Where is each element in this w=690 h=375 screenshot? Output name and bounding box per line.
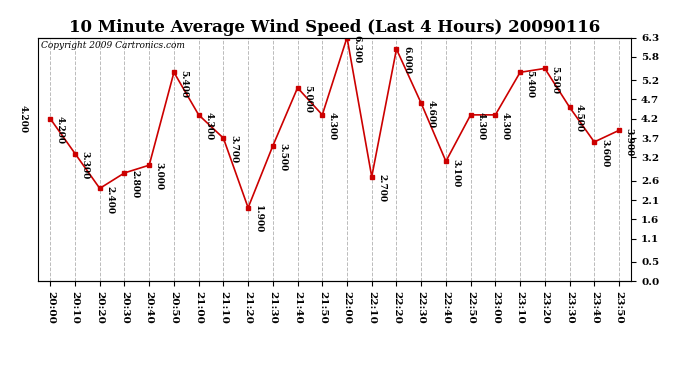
Text: 5.000: 5.000 (303, 85, 312, 113)
Text: 4.300: 4.300 (476, 112, 485, 140)
Text: 3.300: 3.300 (81, 151, 90, 179)
Text: 4.300: 4.300 (204, 112, 213, 140)
Text: 1.900: 1.900 (254, 205, 263, 233)
Text: 2.400: 2.400 (106, 186, 115, 214)
Text: 4.500: 4.500 (575, 104, 584, 132)
Text: 4.200: 4.200 (56, 116, 65, 144)
Text: 4.300: 4.300 (501, 112, 510, 140)
Text: 3.900: 3.900 (624, 128, 633, 156)
Text: 6.300: 6.300 (353, 35, 362, 63)
Text: 3.100: 3.100 (451, 159, 460, 187)
Text: 5.400: 5.400 (179, 69, 188, 98)
Text: 5.500: 5.500 (551, 66, 560, 94)
Text: 6.000: 6.000 (402, 46, 411, 74)
Text: 3.500: 3.500 (278, 143, 288, 171)
Text: 3.000: 3.000 (155, 162, 164, 190)
Text: 4.200: 4.200 (19, 105, 28, 133)
Text: 4.600: 4.600 (426, 100, 436, 129)
Text: 3.700: 3.700 (229, 135, 238, 164)
Text: 3.600: 3.600 (600, 139, 609, 167)
Text: 4.300: 4.300 (328, 112, 337, 140)
Text: 2.800: 2.800 (130, 170, 139, 198)
Title: 10 Minute Average Wind Speed (Last 4 Hours) 20090116: 10 Minute Average Wind Speed (Last 4 Hou… (69, 19, 600, 36)
Text: Copyright 2009 Cartronics.com: Copyright 2009 Cartronics.com (41, 41, 185, 50)
Text: 5.400: 5.400 (526, 69, 535, 98)
Text: 2.700: 2.700 (377, 174, 386, 202)
